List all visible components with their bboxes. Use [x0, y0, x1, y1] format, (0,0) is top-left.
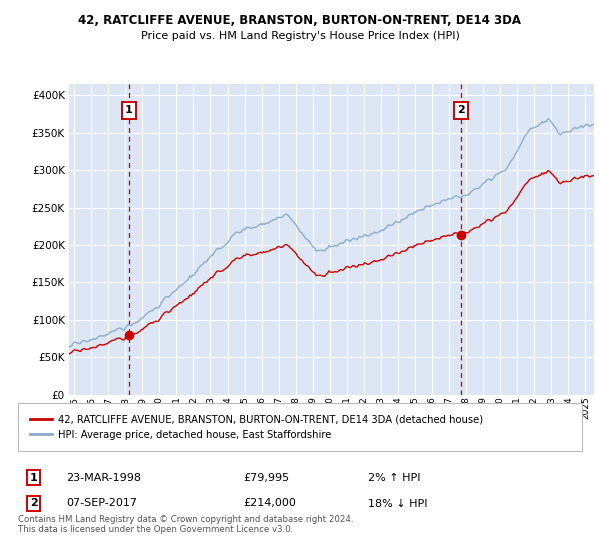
- Text: £214,000: £214,000: [244, 498, 296, 508]
- Text: 1: 1: [30, 473, 38, 483]
- Text: 2: 2: [30, 498, 38, 508]
- Text: 42, RATCLIFFE AVENUE, BRANSTON, BURTON-ON-TRENT, DE14 3DA: 42, RATCLIFFE AVENUE, BRANSTON, BURTON-O…: [79, 14, 521, 27]
- Text: £79,995: £79,995: [244, 473, 290, 483]
- Text: Price paid vs. HM Land Registry's House Price Index (HPI): Price paid vs. HM Land Registry's House …: [140, 31, 460, 41]
- Text: 07-SEP-2017: 07-SEP-2017: [66, 498, 137, 508]
- Legend: 42, RATCLIFFE AVENUE, BRANSTON, BURTON-ON-TRENT, DE14 3DA (detached house), HPI:: 42, RATCLIFFE AVENUE, BRANSTON, BURTON-O…: [26, 410, 487, 444]
- Text: 23-MAR-1998: 23-MAR-1998: [66, 473, 141, 483]
- Text: Contains HM Land Registry data © Crown copyright and database right 2024.
This d: Contains HM Land Registry data © Crown c…: [18, 515, 353, 534]
- Text: 18% ↓ HPI: 18% ↓ HPI: [368, 498, 427, 508]
- Text: 2: 2: [457, 105, 464, 115]
- Text: 1: 1: [125, 105, 133, 115]
- Text: 2% ↑ HPI: 2% ↑ HPI: [368, 473, 420, 483]
